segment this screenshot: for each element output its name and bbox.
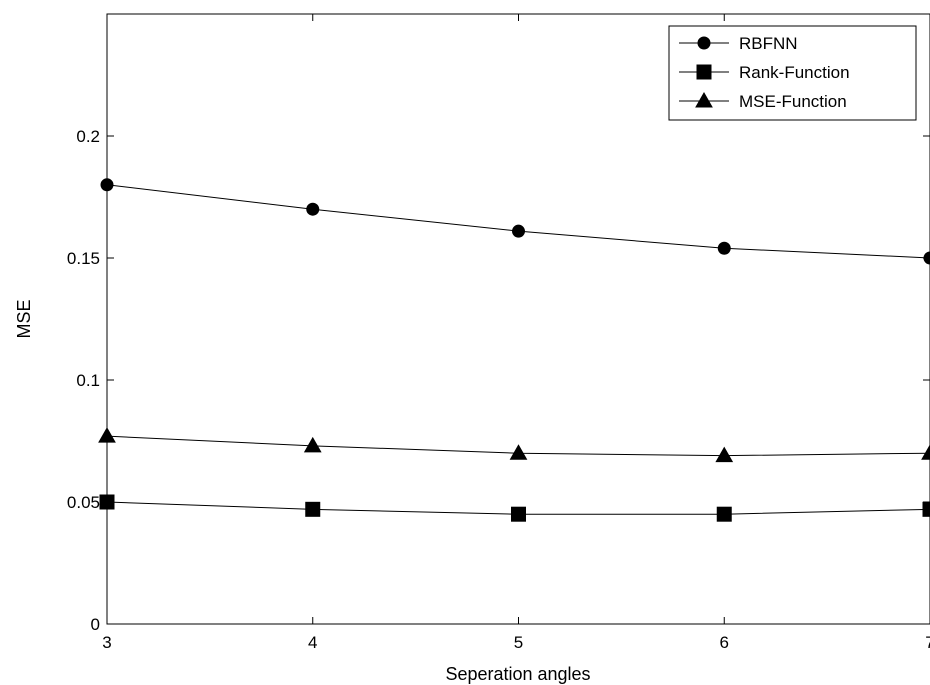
- data-point-rbfnn: [306, 202, 320, 216]
- y-tick-label: 0.2: [76, 127, 100, 146]
- x-axis: 3 4 5 6 7: [102, 14, 930, 652]
- legend-marker-rank-function: [696, 64, 712, 80]
- y-axis: 0 0.05 0.1 0.15 0.2: [67, 127, 930, 634]
- y-tick-label: 0.15: [67, 249, 100, 268]
- y-tick-label: 0.05: [67, 493, 100, 512]
- y-tick-label: 0: [91, 615, 100, 634]
- data-point-mse-function: [98, 427, 116, 443]
- legend-label-rank-function: Rank-Function: [739, 63, 850, 82]
- legend-marker-rbfnn: [697, 36, 711, 50]
- data-point-rbfnn: [923, 251, 930, 265]
- data-point-rbfnn: [512, 224, 525, 238]
- data-point-rank-function: [922, 501, 930, 517]
- legend-marker-mse-function: [695, 91, 713, 108]
- x-tick-label: 5: [514, 633, 523, 652]
- legend-label-mse-function: MSE-Function: [739, 92, 847, 111]
- data-point-mse-function: [509, 444, 528, 460]
- x-axis-label: Seperation angles: [445, 664, 590, 684]
- y-tick-label: 0.1: [76, 371, 100, 390]
- y-axis-label: MSE: [14, 299, 34, 338]
- data-point-rank-function: [716, 506, 732, 522]
- x-tick-label: 3: [102, 633, 111, 652]
- x-tick-label: 4: [308, 633, 317, 652]
- data-point-rank-function: [511, 506, 526, 522]
- data-point-mse-function: [303, 436, 322, 453]
- data-point-rbfnn: [100, 178, 114, 192]
- data-point-mse-function: [921, 444, 930, 460]
- data-point-rank-function: [99, 494, 115, 510]
- data-point-mse-function: [715, 446, 734, 463]
- series-layer: [98, 178, 930, 522]
- legend: RBFNN Rank-Function MSE-Function: [668, 25, 917, 121]
- legend-label-rbfnn: RBFNN: [739, 34, 798, 53]
- data-point-rank-function: [305, 501, 321, 517]
- x-tick-label: 7: [925, 633, 930, 652]
- x-tick-label: 6: [720, 633, 729, 652]
- data-point-rbfnn: [717, 241, 731, 255]
